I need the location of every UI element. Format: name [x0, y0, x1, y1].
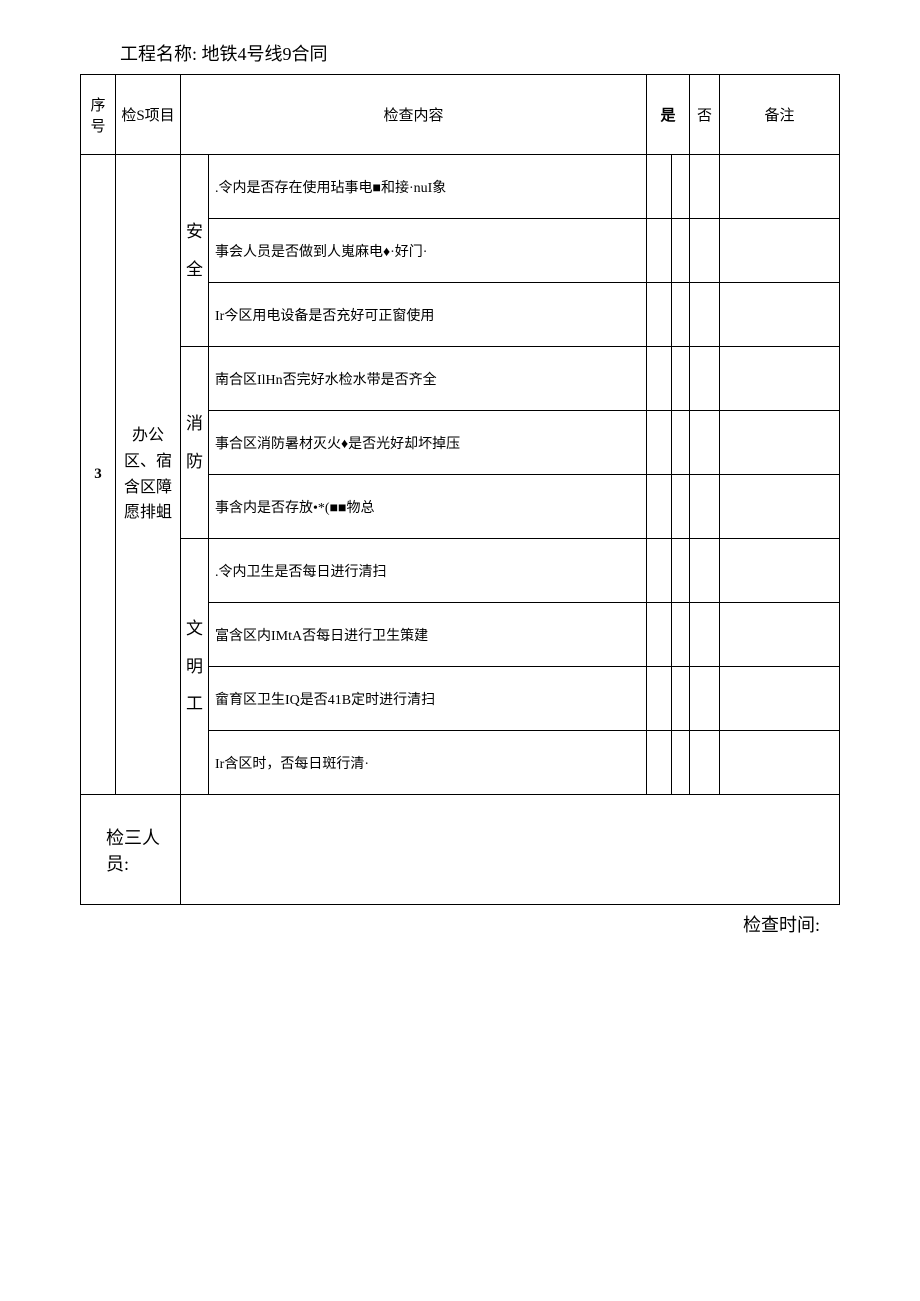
remark-cell — [720, 411, 840, 475]
no-cell — [690, 155, 720, 219]
yes2-cell — [671, 603, 689, 667]
yes2-cell — [671, 155, 689, 219]
content-cell: 南合区IlHn否完好水检水带是否齐全 — [209, 347, 647, 411]
yes2-cell — [671, 283, 689, 347]
content-cell: 事含内是否存放•*(■■物总 — [209, 475, 647, 539]
header-content: 检查内容 — [181, 75, 647, 155]
remark-cell — [720, 219, 840, 283]
no-cell — [690, 347, 720, 411]
remark-cell — [720, 539, 840, 603]
inspector-row: 检三人员: — [81, 795, 840, 905]
subcat-safety: 安全 — [181, 155, 209, 347]
no-cell — [690, 411, 720, 475]
table-row: 文明工 .令内卫生是否每日进行清扫 — [81, 539, 840, 603]
table-row: 3 办公区、宿含区障愿排蛆 安全 .令内是否存在使用玷事电■和接·nuI象 — [81, 155, 840, 219]
yes-cell — [646, 347, 671, 411]
inspection-table: 序号 检S项目 检查内容 是 否 备注 3 办公区、宿含区障愿排蛆 安全 .令内… — [80, 74, 840, 905]
content-cell: 富含区内IMtA否每日进行卫生策建 — [209, 603, 647, 667]
no-cell — [690, 731, 720, 795]
yes2-cell — [671, 347, 689, 411]
yes2-cell — [671, 667, 689, 731]
yes-cell — [646, 539, 671, 603]
yes2-cell — [671, 475, 689, 539]
remark-cell — [720, 155, 840, 219]
no-cell — [690, 539, 720, 603]
no-cell — [690, 667, 720, 731]
no-cell — [690, 603, 720, 667]
subcat-civil: 文明工 — [181, 539, 209, 795]
header-no: 否 — [690, 75, 720, 155]
table-row: 消防 南合区IlHn否完好水检水带是否齐全 — [81, 347, 840, 411]
remark-cell — [720, 347, 840, 411]
remark-cell — [720, 475, 840, 539]
yes2-cell — [671, 539, 689, 603]
project-name-label: 工程名称: 地铁4号线9合同 — [80, 40, 840, 66]
yes-cell — [646, 155, 671, 219]
content-cell: Ir今区用电设备是否充好可正窗使用 — [209, 283, 647, 347]
header-item: 检S项目 — [116, 75, 181, 155]
no-cell — [690, 219, 720, 283]
yes-cell — [646, 219, 671, 283]
yes-cell — [646, 667, 671, 731]
no-cell — [690, 283, 720, 347]
inspector-label: 检三人员: — [81, 795, 181, 905]
remark-cell — [720, 603, 840, 667]
content-cell: 事会人员是否做到人嵬麻电♦·好门· — [209, 219, 647, 283]
yes-cell — [646, 603, 671, 667]
content-cell: 畲育区卫生IQ是否41B定时进行清扫 — [209, 667, 647, 731]
header-row: 序号 检S项目 检查内容 是 否 备注 — [81, 75, 840, 155]
remark-cell — [720, 731, 840, 795]
header-remark: 备注 — [720, 75, 840, 155]
project-value: 地铁4号线9合同 — [202, 44, 328, 64]
content-cell: 事合区消防暑材灭火♦是否光好却坏掉压 — [209, 411, 647, 475]
project-label: 工程名称: — [120, 44, 197, 64]
remark-cell — [720, 283, 840, 347]
yes-cell — [646, 411, 671, 475]
remark-cell — [720, 667, 840, 731]
yes2-cell — [671, 411, 689, 475]
subcat-fire: 消防 — [181, 347, 209, 539]
seq-cell: 3 — [81, 155, 116, 795]
content-cell: Ir含区时，否每日斑行清· — [209, 731, 647, 795]
inspector-blank — [181, 795, 840, 905]
check-time-label: 检查时间: — [80, 911, 840, 937]
yes-cell — [646, 731, 671, 795]
header-seq: 序号 — [81, 75, 116, 155]
content-cell: .令内卫生是否每日进行清扫 — [209, 539, 647, 603]
no-cell — [690, 475, 720, 539]
yes-cell — [646, 283, 671, 347]
yes-cell — [646, 475, 671, 539]
yes2-cell — [671, 219, 689, 283]
item-cell: 办公区、宿含区障愿排蛆 — [116, 155, 181, 795]
content-cell: .令内是否存在使用玷事电■和接·nuI象 — [209, 155, 647, 219]
yes2-cell — [671, 731, 689, 795]
header-yes: 是 — [646, 75, 689, 155]
